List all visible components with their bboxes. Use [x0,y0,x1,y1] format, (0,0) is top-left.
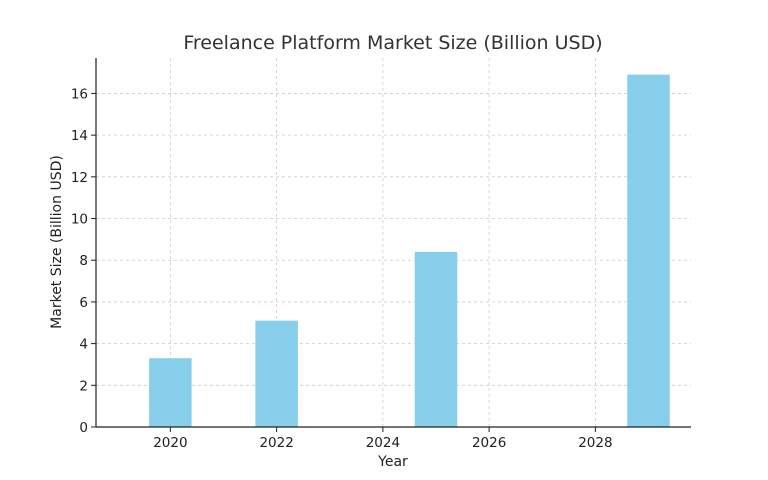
y-tick-label: 16 [71,86,88,102]
y-tick-label: 2 [79,378,88,394]
x-ticks: 2020 2022 2024 2026 2028 [153,427,613,451]
bar [149,358,192,427]
bar [255,320,298,427]
bar [627,74,670,427]
y-ticks: 0 2 4 6 8 10 12 14 16 [71,86,96,436]
chart-title: Freelance Platform Market Size (Billion … [183,32,602,54]
bars [149,74,670,427]
x-tick-label: 2020 [153,435,187,451]
y-tick-label: 14 [71,128,88,144]
x-tick-label: 2026 [472,435,506,451]
y-tick-label: 8 [79,253,88,269]
y-tick-label: 0 [79,420,88,436]
x-tick-label: 2024 [366,435,400,451]
x-axis-label: Year [377,454,408,470]
y-tick-label: 12 [71,170,88,186]
x-tick-label: 2028 [578,435,612,451]
axes [95,58,691,428]
x-tick-label: 2022 [259,435,293,451]
y-tick-label: 4 [79,337,88,353]
y-tick-label: 6 [79,295,88,311]
y-axis-label: Market Size (Billion USD) [49,155,65,329]
bar [414,251,458,427]
y-tick-label: 10 [71,212,88,228]
